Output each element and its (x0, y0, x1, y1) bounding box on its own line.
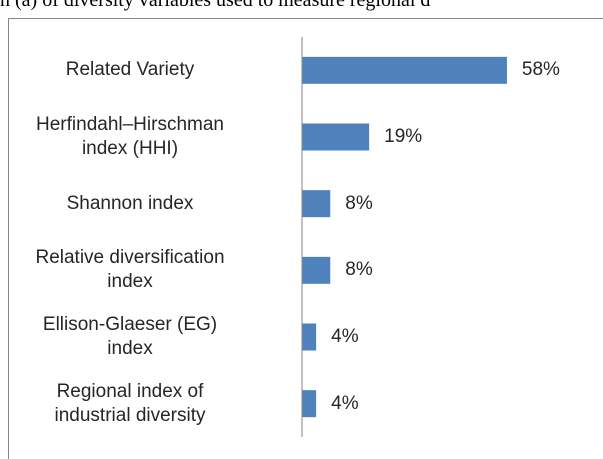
bar (302, 323, 317, 351)
category-label: Ellison-Glaeser (EG) index (42, 314, 218, 359)
category-label: Shannon index (66, 192, 194, 214)
bar (302, 56, 507, 84)
value-label: 4% (331, 392, 359, 414)
value-label: 58% (521, 59, 560, 81)
value-label: 8% (345, 259, 373, 281)
category-label: Relative diversification index (35, 247, 225, 293)
value-label: 8% (345, 192, 373, 214)
category-label: Regional index of industrial diversity (54, 380, 206, 426)
bar (302, 190, 331, 218)
caption: n (a) of diversity variables used to mea… (0, 0, 431, 11)
category-label: Related Variety (65, 59, 195, 81)
value-label: 19% (384, 126, 423, 147)
bar (302, 390, 317, 418)
chart-frame (8, 18, 603, 459)
value-label: 4% (331, 326, 359, 347)
category-label: Herfindahl–Hirschman index (HHI) (36, 114, 224, 159)
bar (302, 123, 370, 151)
bar (302, 256, 331, 284)
